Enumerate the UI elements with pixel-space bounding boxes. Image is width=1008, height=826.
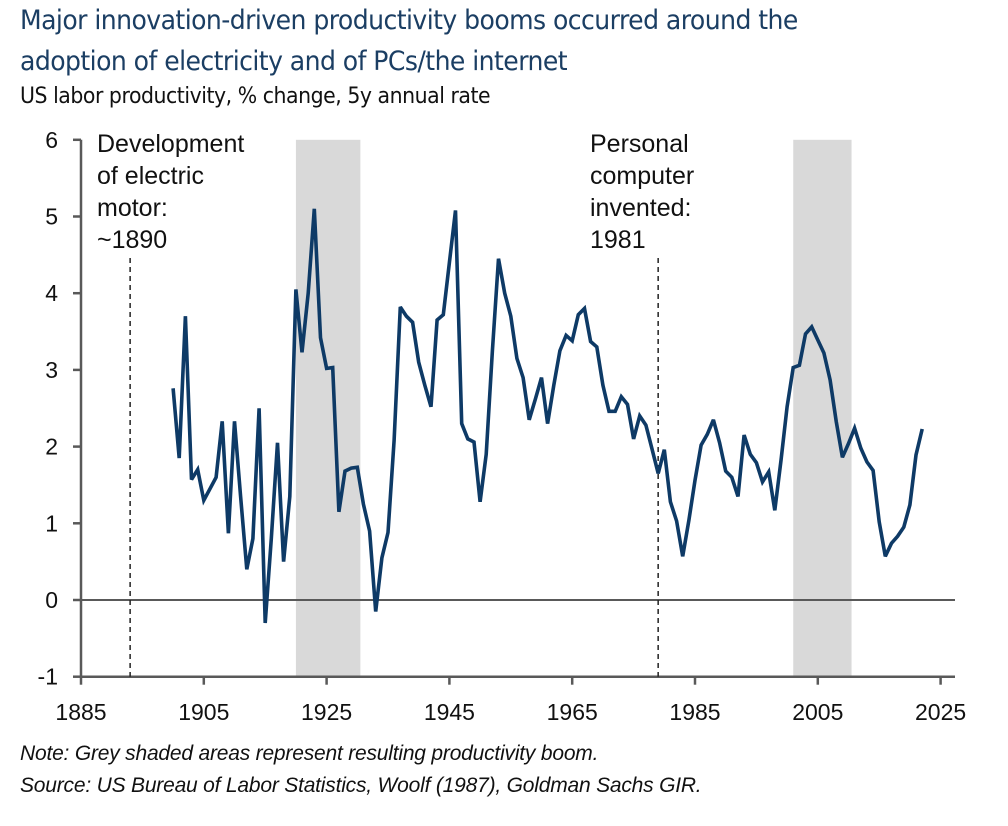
y-tick-label: 6 xyxy=(45,127,58,153)
axes: -1 0 1 2 3 4 5 6 1885 1905 1925 1945 1965 1985 2005 202… xyxy=(38,127,967,725)
x-tick-label: 1945 xyxy=(424,699,475,725)
x-tick-label: 2005 xyxy=(792,699,843,725)
annotation-1-text: Development xyxy=(97,130,244,158)
annotation-1-text: motor: xyxy=(97,194,168,222)
y-tick-label: 5 xyxy=(45,204,58,230)
y-tick-label: 2 xyxy=(45,434,58,460)
shaded-period-2 xyxy=(793,139,852,677)
annotation-2-text: 1981 xyxy=(590,226,646,254)
series-line xyxy=(171,208,924,624)
x-tick-label: 1985 xyxy=(669,699,720,725)
x-tick-label: 1965 xyxy=(547,699,598,725)
chart-title-line-1: Major innovation-driven productivity boo… xyxy=(20,5,798,36)
x-tick-label: 1885 xyxy=(55,699,106,725)
chart-subtitle: US labor productivity, % change, 5y annu… xyxy=(20,84,491,109)
x-tick-label: 1905 xyxy=(178,699,229,725)
x-tick-label: 2025 xyxy=(915,699,966,725)
annotation-2-text: Personal xyxy=(590,130,689,158)
y-tick-label: 0 xyxy=(45,587,58,613)
series-group xyxy=(171,208,924,624)
footnote-source: Source: US Bureau of Labor Statistics, W… xyxy=(20,774,702,797)
annotation-2-text: computer xyxy=(590,162,694,190)
annotation-1-text: ~1890 xyxy=(97,226,167,254)
x-tick-label: 1925 xyxy=(301,699,352,725)
shaded-periods xyxy=(295,139,852,677)
y-tick-label: 1 xyxy=(45,510,58,536)
chart-title: Major innovation-driven productivity boo… xyxy=(20,0,936,82)
chart-title-line-2: adoption of electricity and of PCs/the i… xyxy=(20,46,568,77)
y-tick-label: 4 xyxy=(45,280,58,306)
footnote-note: Note: Grey shaded areas represent result… xyxy=(20,742,599,765)
y-tick-label: 3 xyxy=(45,357,58,383)
annotation-1-text: of electric xyxy=(97,162,204,190)
shaded-period-1 xyxy=(295,139,361,677)
annotation-2-text: invented: xyxy=(590,194,691,222)
y-tick-label: -1 xyxy=(38,664,58,690)
